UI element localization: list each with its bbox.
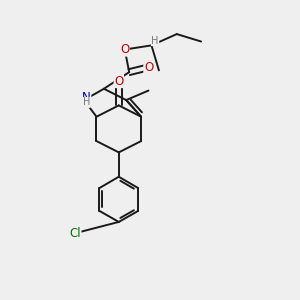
Text: H: H [83,98,90,107]
Text: O: O [114,74,123,88]
Text: H: H [152,36,159,46]
Text: O: O [144,61,153,74]
Text: Cl: Cl [69,227,81,240]
Text: O: O [120,43,129,56]
Text: N: N [82,91,91,103]
